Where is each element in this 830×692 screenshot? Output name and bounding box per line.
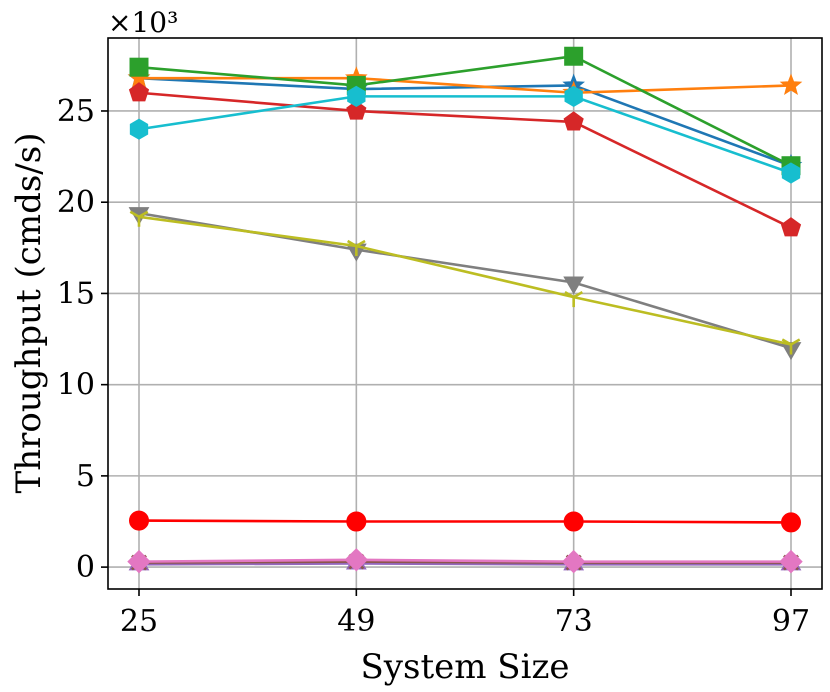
y-multiplier-label: ×10³ bbox=[108, 6, 178, 39]
series-gray bbox=[128, 207, 802, 361]
series-cyan-point bbox=[347, 85, 366, 107]
series-red-point bbox=[780, 217, 802, 237]
y-tick-label: 10 bbox=[57, 368, 95, 403]
series-olive bbox=[129, 210, 801, 355]
series-cyan bbox=[129, 85, 801, 184]
x-tick-label: 25 bbox=[120, 604, 158, 639]
series-red-point bbox=[128, 82, 150, 102]
y-tick-label: 15 bbox=[57, 276, 95, 311]
series-red-line bbox=[138, 91, 792, 229]
series-bright-red-point bbox=[129, 510, 149, 531]
series-pink bbox=[127, 548, 803, 574]
grid-layer bbox=[108, 38, 822, 589]
series-green-point bbox=[564, 46, 584, 66]
series-purple-line bbox=[138, 562, 791, 566]
series-cyan-line bbox=[138, 95, 792, 175]
series-orange-point bbox=[779, 73, 803, 96]
series-pink-point bbox=[344, 548, 369, 572]
series-cyan-point bbox=[781, 162, 801, 184]
series-pink-point bbox=[779, 549, 803, 574]
series-olive-point bbox=[346, 239, 366, 256]
series-bright-red-point bbox=[563, 511, 584, 532]
series-cyan-point bbox=[564, 85, 583, 107]
series-red-point bbox=[563, 111, 584, 131]
x-tick-label: 49 bbox=[337, 604, 375, 639]
y-tick-label: 5 bbox=[76, 459, 95, 494]
series-bright-red-point bbox=[781, 512, 801, 533]
plot-frame bbox=[107, 37, 823, 590]
series-olive-point bbox=[564, 290, 584, 308]
series-layer bbox=[127, 46, 803, 574]
series-green-point bbox=[129, 57, 149, 77]
series-bright-red bbox=[129, 510, 801, 533]
tick-layer: 25 49 73 97 0 5 10 15 20 25 bbox=[57, 94, 810, 639]
series-blue-line bbox=[138, 76, 792, 167]
y-tick-label: 25 bbox=[57, 94, 95, 129]
series-gray-point bbox=[563, 276, 585, 295]
series-green-line bbox=[138, 54, 792, 167]
x-tick-label: 97 bbox=[772, 604, 810, 639]
series-pink-point bbox=[127, 549, 151, 574]
x-axis-title: System Size bbox=[361, 647, 570, 687]
series-red-point bbox=[346, 100, 367, 120]
series-cyan-point bbox=[129, 118, 149, 140]
y-tick-label: 0 bbox=[76, 550, 95, 585]
series-bright-red-point bbox=[346, 511, 367, 532]
y-tick-label: 20 bbox=[57, 185, 95, 220]
series-gray-line bbox=[138, 211, 792, 350]
series-pink-point bbox=[561, 549, 586, 574]
series-red bbox=[128, 82, 802, 237]
y-axis-title: Throughput (cmds/s) bbox=[9, 133, 49, 494]
series-olive-line bbox=[138, 215, 792, 346]
series-olive-point bbox=[129, 210, 149, 227]
series-orange-line bbox=[139, 76, 792, 95]
series-olive-point bbox=[781, 338, 801, 355]
series-green bbox=[129, 46, 801, 176]
x-tick-label: 73 bbox=[555, 604, 593, 639]
series-pink-line bbox=[138, 558, 791, 563]
series-bright-red-line bbox=[138, 519, 792, 524]
